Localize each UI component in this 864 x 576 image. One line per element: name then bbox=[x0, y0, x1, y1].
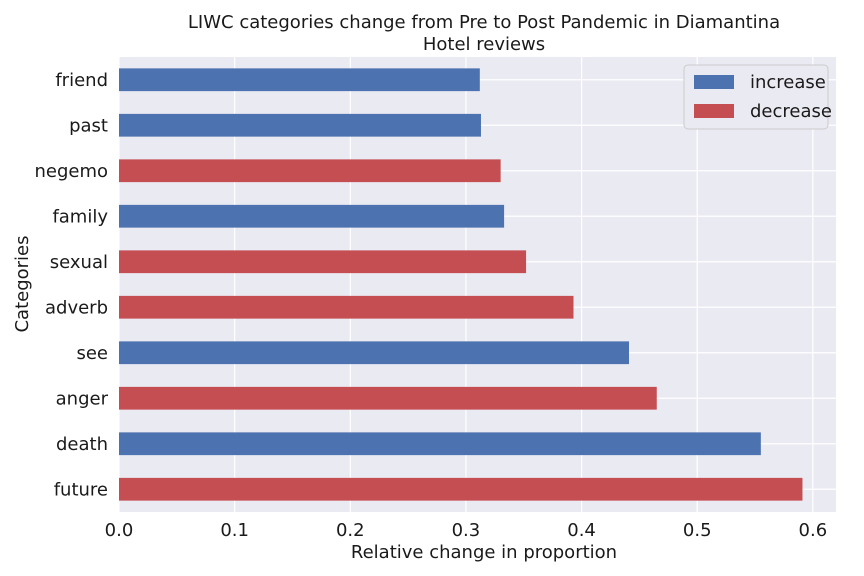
legend-swatch-increase bbox=[694, 75, 734, 89]
bar-see bbox=[119, 341, 629, 365]
chart-title-line-2: Hotel reviews bbox=[423, 34, 545, 55]
y-tick-labels: future death anger see adverb sexual family neg… bbox=[34, 70, 108, 501]
x-tick-label: 0.0 bbox=[105, 520, 134, 541]
bar-adverb bbox=[119, 295, 574, 319]
bar-death bbox=[119, 432, 761, 456]
y-tick-label-see: see bbox=[76, 343, 108, 364]
bar-family bbox=[119, 204, 505, 228]
legend-label-increase: increase bbox=[750, 72, 826, 93]
x-tick-label: 0.6 bbox=[799, 520, 828, 541]
bar-anger bbox=[119, 386, 657, 410]
x-tick-label: 0.2 bbox=[336, 520, 365, 541]
y-tick-label-future: future bbox=[54, 479, 108, 500]
bar-friend bbox=[119, 68, 480, 92]
bars bbox=[119, 68, 803, 501]
x-tick-label: 0.4 bbox=[567, 520, 596, 541]
y-axis-title: Categories bbox=[12, 235, 33, 332]
chart-title-line-1: LIWC categories change from Pre to Post … bbox=[188, 12, 780, 33]
bar-future bbox=[119, 477, 803, 501]
x-tick-label: 0.1 bbox=[220, 520, 249, 541]
legend: increase decrease bbox=[683, 64, 832, 130]
x-tick-label: 0.3 bbox=[452, 520, 481, 541]
bar-past bbox=[119, 113, 481, 137]
x-axis-title: Relative change in proportion bbox=[351, 542, 617, 563]
y-tick-label-past: past bbox=[69, 115, 108, 136]
legend-swatch-decrease bbox=[694, 104, 734, 118]
y-tick-label-adverb: adverb bbox=[45, 297, 108, 318]
y-tick-label-death: death bbox=[56, 434, 108, 455]
y-tick-label-negemo: negemo bbox=[34, 161, 108, 182]
bar-negemo bbox=[119, 159, 501, 183]
legend-label-decrease: decrease bbox=[750, 101, 832, 122]
y-tick-label-friend: friend bbox=[55, 70, 108, 91]
x-tick-label: 0.5 bbox=[683, 520, 712, 541]
y-tick-label-family: family bbox=[52, 206, 108, 227]
x-tick-labels: 0.0 0.1 0.2 0.3 0.4 0.5 0.6 bbox=[105, 520, 828, 541]
y-tick-label-anger: anger bbox=[56, 388, 109, 409]
bar-sexual bbox=[119, 250, 527, 274]
y-tick-label-sexual: sexual bbox=[50, 252, 108, 273]
